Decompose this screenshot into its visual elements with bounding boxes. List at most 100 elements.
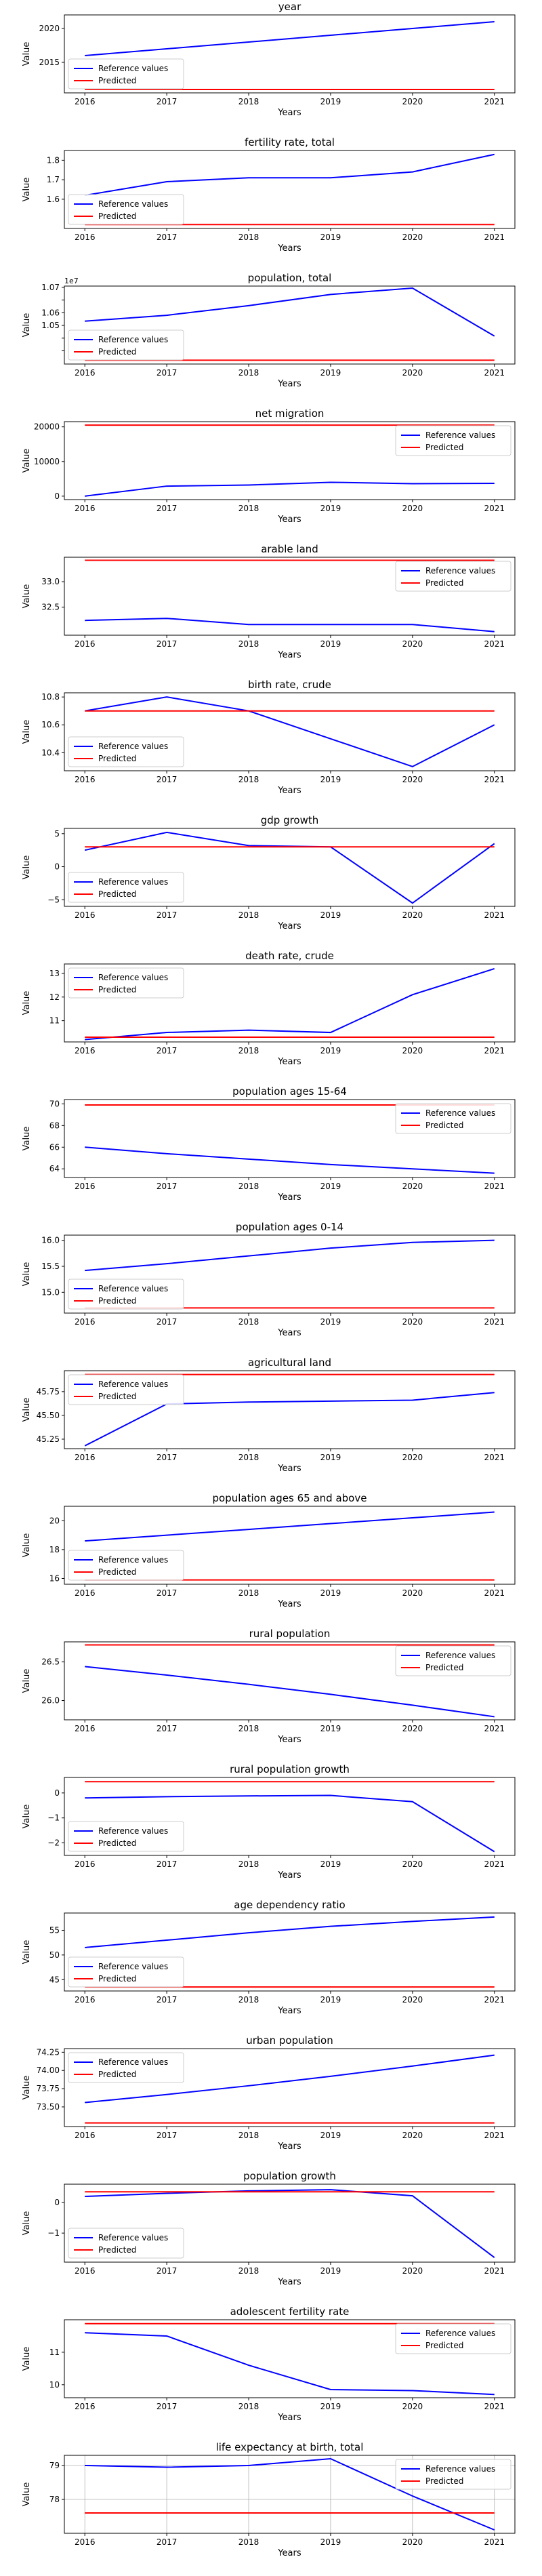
subplot-4: net migration 2016 2017 2018 2019 2020 2021 Yea…: [22, 407, 516, 525]
plot-frame: [64, 14, 516, 94]
x-tick-label: 2016: [75, 1995, 96, 2005]
x-tick-label: 2017: [157, 97, 178, 106]
x-tick-label: 2021: [484, 1453, 505, 1462]
legend-box: [68, 2228, 184, 2259]
legend-label: Reference values: [98, 2057, 168, 2067]
chart-title: year: [278, 1, 301, 13]
chart-title: population, total: [248, 272, 332, 284]
subplot-3: population, total 2016 2017 2018 2019 2020 202…: [22, 272, 516, 389]
legend-box: [68, 329, 184, 361]
x-tick-label: 2020: [402, 775, 423, 784]
series-line: [85, 1239, 495, 1272]
x-tick-label: 2021: [484, 1859, 505, 1869]
x-tick-label: 2017: [157, 1995, 178, 2005]
x-axis-label: Years: [277, 2277, 301, 2287]
plot-frame: [64, 1234, 516, 1314]
x-tick-label: 2016: [75, 2402, 96, 2411]
legend: Reference values Predicted: [395, 1645, 512, 1676]
legend-label: Reference values: [98, 1826, 168, 1836]
legend: Reference values Predicted: [68, 2228, 184, 2259]
x-tick-label: 2017: [157, 1859, 178, 1869]
legend: Reference values Predicted: [68, 1956, 184, 1988]
series-line: [85, 2457, 495, 2531]
x-tick-label: 2017: [157, 368, 178, 378]
x-tick-label: 2017: [157, 639, 178, 649]
plot-frame: [64, 1099, 516, 1178]
legend-label: Predicted: [98, 985, 136, 994]
plot-frame: [64, 2183, 516, 2263]
y-axis-label: Value: [22, 2076, 32, 2100]
x-tick-label: 2020: [402, 2402, 423, 2411]
chart-title: rural population growth: [230, 1763, 350, 1775]
x-tick-label: 2019: [320, 1182, 341, 1191]
series-line: [85, 1146, 495, 1174]
series-line: [85, 618, 495, 632]
y-tick-label: 5: [54, 829, 60, 839]
x-tick-label: 2021: [484, 2266, 505, 2276]
legend-box: [68, 872, 184, 903]
y-tick-label: 45.50: [37, 1411, 60, 1420]
legend-label: Reference values: [98, 1380, 168, 1389]
x-tick-label: 2019: [320, 1046, 341, 1055]
legend-label: Reference values: [425, 430, 495, 440]
series-line: [85, 153, 495, 197]
y-tick-label: 55: [49, 1925, 60, 1935]
x-axis-label: Years: [277, 1870, 301, 1880]
x-axis-label: Years: [277, 2548, 301, 2558]
legend-label: Reference values: [98, 199, 168, 209]
x-axis-label: Years: [277, 1057, 301, 1067]
legend-box: [68, 194, 184, 225]
x-tick-label: 2020: [402, 2131, 423, 2140]
legend-label: Reference values: [425, 1108, 495, 1118]
legend: Reference values Predicted: [68, 736, 184, 767]
x-tick-label: 2017: [157, 233, 178, 242]
x-tick-label: 2017: [157, 775, 178, 784]
legend-label: Reference values: [425, 1651, 495, 1660]
x-tick-label: 2021: [484, 1317, 505, 1327]
legend: Reference values Predicted: [68, 194, 184, 225]
y-axis-label: Value: [22, 2347, 32, 2371]
chart-title: gdp growth: [261, 814, 319, 826]
x-tick-label: 2020: [402, 2537, 423, 2547]
x-tick-label: 2020: [402, 2266, 423, 2276]
x-tick-label: 2017: [157, 1453, 178, 1462]
y-tick-label: −2: [47, 1838, 60, 1848]
y-tick-label: 15.0: [41, 1287, 60, 1297]
legend-label: Predicted: [425, 1121, 463, 1130]
x-axis-label: Years: [277, 921, 301, 931]
legend: Reference values Predicted: [68, 2052, 184, 2083]
chart-title: birth rate, crude: [248, 679, 331, 691]
x-tick-label: 2018: [238, 1046, 259, 1055]
plot-frame: [64, 1506, 516, 1585]
y-axis-label: Value: [22, 42, 32, 66]
y-tick-label: 32.5: [41, 603, 60, 612]
legend-box: [68, 1550, 184, 1581]
series-line: [85, 1916, 495, 1948]
x-tick-label: 2016: [75, 97, 96, 106]
chart-title: adolescent fertility rate: [230, 2306, 350, 2318]
x-tick-label: 2018: [238, 1453, 259, 1462]
subplot-13: rural population 2016 2017 2018 2019 2020 2021…: [22, 1628, 516, 1745]
x-tick-label: 2018: [238, 97, 259, 106]
y-tick-label: 1.6: [47, 195, 60, 204]
chart-title: net migration: [255, 407, 325, 420]
y-axis-label: Value: [22, 313, 32, 338]
y-tick-label: 26.0: [41, 1696, 60, 1706]
legend-label: Predicted: [98, 76, 136, 85]
y-axis-label: Value: [22, 449, 32, 473]
legend-label: Reference values: [98, 1555, 168, 1565]
x-tick-label: 2021: [484, 2537, 505, 2547]
x-tick-label: 2016: [75, 504, 96, 513]
x-tick-label: 2019: [320, 97, 341, 106]
x-tick-label: 2018: [238, 1995, 259, 2005]
legend-label: Reference values: [425, 566, 495, 576]
legend-box: [68, 1821, 184, 1852]
plot-frame: [64, 1912, 516, 1992]
y-axis-label: Value: [22, 584, 32, 609]
y-tick-label: 1.05: [41, 321, 60, 330]
subplot-11: agricultural land 2016 2017 2018 2019 2020 202…: [22, 1356, 516, 1474]
legend-label: Predicted: [98, 2245, 136, 2255]
y-axis-label: Value: [22, 2482, 32, 2507]
x-tick-label: 2021: [484, 1588, 505, 1598]
